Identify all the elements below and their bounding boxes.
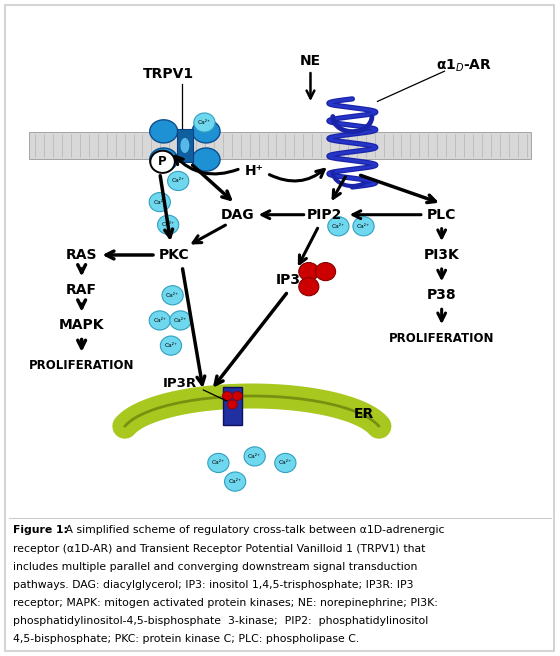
Circle shape <box>160 336 181 355</box>
Text: RAS: RAS <box>66 248 97 262</box>
Circle shape <box>170 311 191 330</box>
Text: Ca²⁺: Ca²⁺ <box>166 293 179 298</box>
Ellipse shape <box>192 120 220 143</box>
Text: P38: P38 <box>427 288 456 302</box>
Ellipse shape <box>192 148 220 171</box>
Ellipse shape <box>150 120 178 143</box>
Circle shape <box>150 151 175 173</box>
Circle shape <box>244 447 265 466</box>
Text: phosphatidylinositol-4,5-bisphosphate  3-kinase;  PIP2:  phosphatidylinositol: phosphatidylinositol-4,5-bisphosphate 3-… <box>13 616 428 626</box>
Text: H⁺: H⁺ <box>245 164 264 178</box>
Text: Ca²⁺: Ca²⁺ <box>279 461 292 466</box>
Circle shape <box>353 216 374 236</box>
Bar <box>29 132 531 159</box>
Text: Ca²⁺: Ca²⁺ <box>228 479 242 484</box>
Text: DAG: DAG <box>221 208 255 222</box>
Text: Ca²⁺: Ca²⁺ <box>174 318 187 323</box>
Text: PLC: PLC <box>427 208 456 222</box>
Text: Ca²⁺: Ca²⁺ <box>198 120 211 125</box>
Text: PROLIFERATION: PROLIFERATION <box>389 331 494 344</box>
Text: IP3R: IP3R <box>162 377 197 390</box>
Ellipse shape <box>150 148 178 171</box>
Text: Figure 1:: Figure 1: <box>13 525 68 535</box>
Text: IP3: IP3 <box>276 273 301 287</box>
Text: TRPV1: TRPV1 <box>143 67 194 81</box>
Text: RAF: RAF <box>66 283 97 297</box>
Ellipse shape <box>180 138 189 153</box>
Text: NE: NE <box>300 54 321 68</box>
Text: 4,5-bisphosphate; PKC: protein kinase C; PLC: phospholipase C.: 4,5-bisphosphate; PKC: protein kinase C;… <box>13 634 359 644</box>
Text: Ca²⁺: Ca²⁺ <box>357 224 370 229</box>
Text: PROLIFERATION: PROLIFERATION <box>29 359 134 372</box>
Circle shape <box>222 392 232 401</box>
Circle shape <box>208 453 229 472</box>
Circle shape <box>232 392 242 401</box>
Text: P: P <box>158 155 167 169</box>
Circle shape <box>149 193 170 212</box>
Bar <box>177 129 193 161</box>
Text: PKC: PKC <box>158 248 189 262</box>
Circle shape <box>162 286 183 305</box>
Text: Ca²⁺: Ca²⁺ <box>171 178 185 184</box>
Text: ER: ER <box>353 407 374 420</box>
Circle shape <box>315 262 335 281</box>
Text: Ca²⁺: Ca²⁺ <box>153 199 166 205</box>
Circle shape <box>227 400 237 409</box>
Text: A simplified scheme of regulatory cross-talk between α1D-adrenergic: A simplified scheme of regulatory cross-… <box>62 525 445 535</box>
Circle shape <box>225 472 246 491</box>
Text: receptor (α1D-AR) and Transient Receptor Potential Vanilloid 1 (TRPV1) that: receptor (α1D-AR) and Transient Receptor… <box>13 544 426 554</box>
Text: Ca²⁺: Ca²⁺ <box>165 343 178 348</box>
Circle shape <box>299 262 319 281</box>
Text: Ca²⁺: Ca²⁺ <box>248 454 261 459</box>
Circle shape <box>275 453 296 472</box>
Text: Ca²⁺: Ca²⁺ <box>162 222 175 227</box>
Circle shape <box>157 215 179 234</box>
Text: pathways. DAG: diacylglycerol; IP3: inositol 1,4,5-trisphosphate; IP3R: IP3: pathways. DAG: diacylglycerol; IP3: inos… <box>13 580 413 590</box>
Text: PIP2: PIP2 <box>307 208 342 222</box>
Bar <box>223 387 242 425</box>
Text: includes multiple parallel and converging downstream signal transduction: includes multiple parallel and convergin… <box>13 562 417 571</box>
Text: Ca²⁺: Ca²⁺ <box>153 318 166 323</box>
Text: Ca²⁺: Ca²⁺ <box>212 461 225 466</box>
Text: PI3K: PI3K <box>424 248 460 262</box>
Circle shape <box>167 171 189 190</box>
Circle shape <box>328 216 349 236</box>
Circle shape <box>194 113 215 132</box>
Text: MAPK: MAPK <box>59 318 104 333</box>
Circle shape <box>299 277 319 296</box>
Text: receptor; MAPK: mitogen activated protein kinases; NE: norepinephrine; PI3K:: receptor; MAPK: mitogen activated protei… <box>13 598 438 608</box>
Circle shape <box>149 311 170 330</box>
Text: Ca²⁺: Ca²⁺ <box>332 224 345 229</box>
Text: α1$_D$-AR: α1$_D$-AR <box>436 58 492 74</box>
